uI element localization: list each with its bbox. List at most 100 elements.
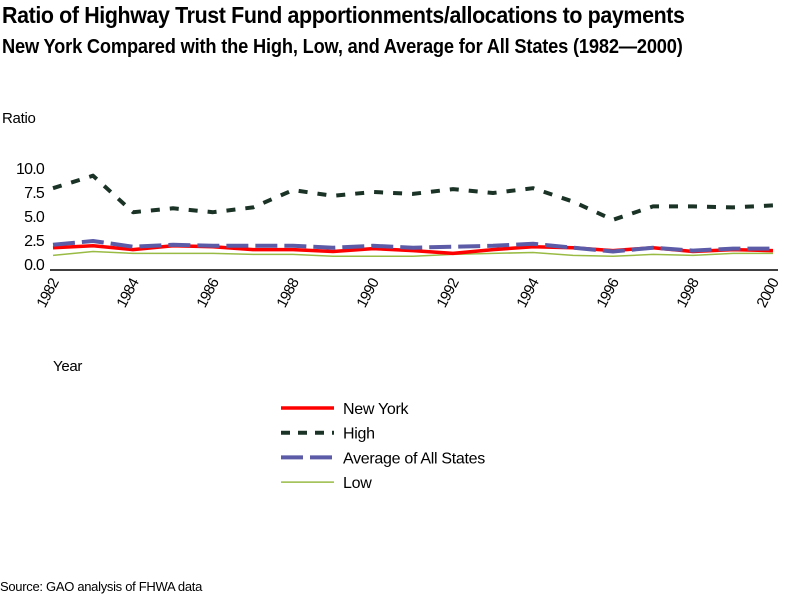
data-point xyxy=(773,205,774,206)
data-point xyxy=(173,244,174,245)
data-point xyxy=(693,255,694,256)
data-point xyxy=(733,253,734,254)
data-point xyxy=(253,249,254,250)
data-point xyxy=(293,254,294,255)
legend-label: Low xyxy=(343,475,372,492)
data-point xyxy=(493,253,494,254)
data-point xyxy=(693,206,694,207)
data-point xyxy=(733,248,734,249)
chart-subtitle: New York Compared with the High, Low, an… xyxy=(2,35,683,58)
x-tick-label: 1998 xyxy=(673,275,702,310)
data-point xyxy=(293,245,294,246)
x-tick-labels: 1982 1984 1986 1988 1990 1992 1994 1996 1998 2000 xyxy=(33,275,782,310)
series-line-high xyxy=(52,173,774,222)
data-point xyxy=(373,248,374,249)
data-point xyxy=(453,253,454,254)
x-tick-label: 2000 xyxy=(753,275,782,310)
data-point xyxy=(333,247,334,248)
data-point xyxy=(173,208,174,209)
data-point xyxy=(493,245,494,246)
data-point xyxy=(773,253,774,254)
data-point xyxy=(53,188,54,189)
y-tick-label: 7.5 xyxy=(24,185,45,202)
data-point xyxy=(653,206,654,207)
data-point xyxy=(93,251,94,252)
data-point xyxy=(493,192,494,193)
data-point xyxy=(213,245,214,246)
x-tick-label: 1992 xyxy=(433,275,462,310)
data-point xyxy=(573,201,574,202)
data-point xyxy=(613,219,614,220)
data-point xyxy=(133,253,134,254)
y-tick-label: 5.0 xyxy=(24,209,45,226)
data-point xyxy=(333,251,334,252)
data-point xyxy=(613,256,614,257)
data-point xyxy=(333,256,334,257)
x-tick-label: 1984 xyxy=(113,275,142,310)
x-tick-label: 1990 xyxy=(353,275,382,310)
x-axis-label: Year xyxy=(53,358,82,375)
data-point xyxy=(253,254,254,255)
chart-title: Ratio of Highway Trust Fund apportionmen… xyxy=(2,2,685,28)
data-point xyxy=(653,247,654,248)
data-point xyxy=(533,188,534,189)
data-point xyxy=(53,244,54,245)
data-point xyxy=(693,250,694,251)
legend: New York High Average of All States Low xyxy=(281,401,486,492)
data-point xyxy=(373,256,374,257)
data-point xyxy=(213,253,214,254)
data-point xyxy=(133,249,134,250)
data-point xyxy=(413,247,414,248)
series-line-low xyxy=(52,250,773,258)
series-group xyxy=(52,173,774,258)
data-point xyxy=(773,248,774,249)
data-point xyxy=(93,175,94,176)
x-tick-label: 1982 xyxy=(33,275,62,310)
data-point xyxy=(573,247,574,248)
data-point xyxy=(453,246,454,247)
data-point xyxy=(453,189,454,190)
x-tick-label: 1994 xyxy=(513,275,542,310)
x-tick-label: 1988 xyxy=(273,275,302,310)
data-point xyxy=(533,246,534,247)
data-point xyxy=(373,192,374,193)
data-point xyxy=(93,240,94,241)
data-point xyxy=(293,190,294,191)
x-tick-label: 1986 xyxy=(193,275,222,310)
data-point xyxy=(533,252,534,253)
y-tick-label: 0.0 xyxy=(24,257,45,274)
data-point xyxy=(213,212,214,213)
data-point xyxy=(53,247,54,248)
data-point xyxy=(93,245,94,246)
data-point xyxy=(533,243,534,244)
y-axis-label: Ratio xyxy=(2,110,36,127)
source-note: Source: GAO analysis of FHWA data xyxy=(0,579,203,594)
data-point xyxy=(413,250,414,251)
data-point xyxy=(293,249,294,250)
data-point xyxy=(253,245,254,246)
y-tick-label: 2.5 xyxy=(24,233,45,250)
data-point xyxy=(53,255,54,256)
data-point xyxy=(133,212,134,213)
legend-label: High xyxy=(343,426,375,443)
data-point xyxy=(413,256,414,257)
y-tick-label: 10.0 xyxy=(16,161,45,178)
data-point xyxy=(773,250,774,251)
data-point xyxy=(493,249,494,250)
data-point xyxy=(133,246,134,247)
legend-label: New York xyxy=(343,401,409,418)
data-point xyxy=(253,207,254,208)
x-tick-label: 1996 xyxy=(593,275,622,310)
data-point xyxy=(653,254,654,255)
data-point xyxy=(333,195,334,196)
legend-label: Average of All States xyxy=(343,450,485,467)
series-line-average-of-all-states xyxy=(52,239,773,254)
y-tick-labels: 0.0 2.5 5.0 7.5 10.0 xyxy=(16,161,46,274)
data-point xyxy=(413,193,414,194)
data-point xyxy=(373,245,374,246)
data-point xyxy=(173,253,174,254)
data-point xyxy=(733,207,734,208)
data-point xyxy=(613,251,614,252)
data-point xyxy=(573,255,574,256)
